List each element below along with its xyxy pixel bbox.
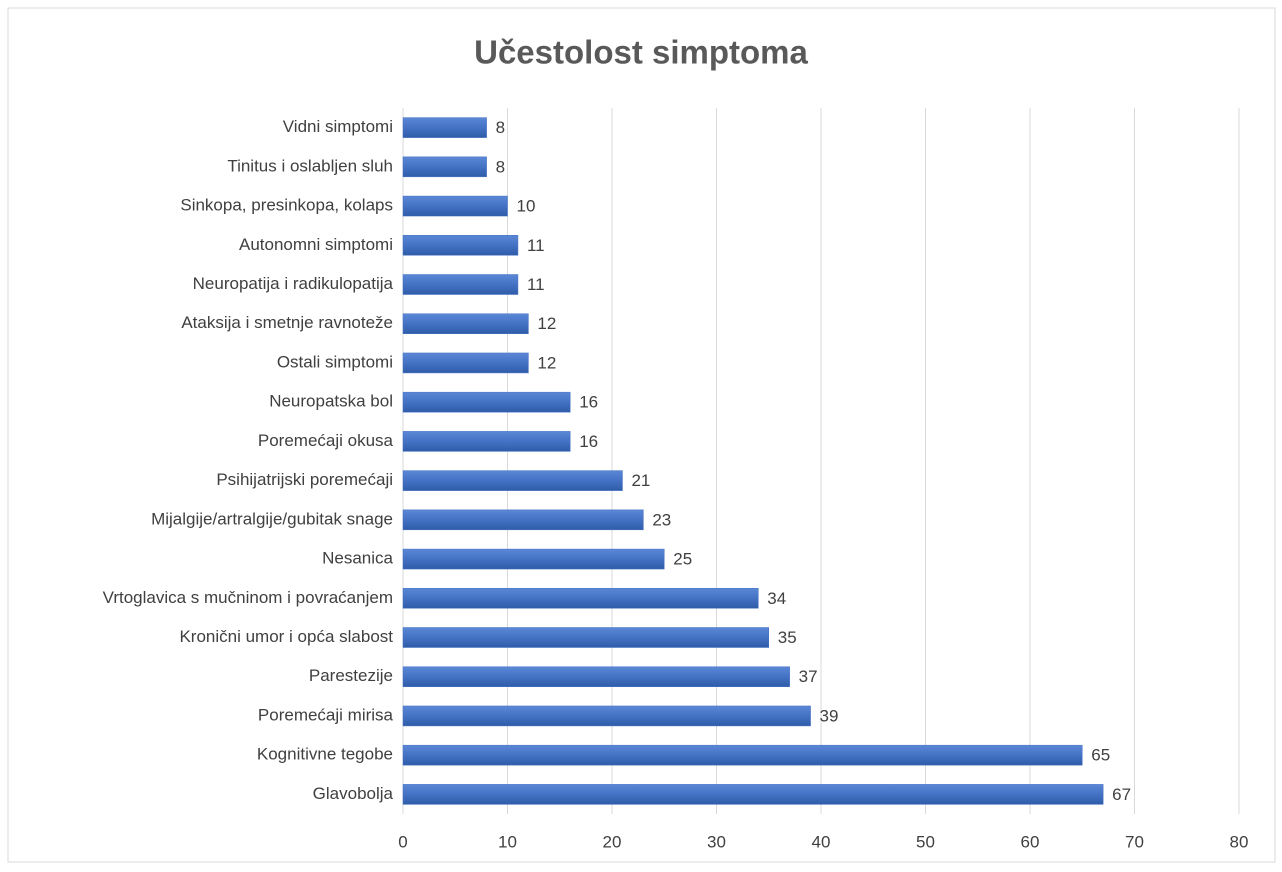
data-label: 12 [537,353,556,372]
bar [402,274,519,295]
y-tick-label: Sinkopa, presinkopa, kolaps [180,196,393,215]
y-tick-label: Glavobolja [313,784,394,803]
bar [402,627,769,648]
x-tick-label: 10 [498,832,517,851]
chart-border [7,7,1276,863]
data-label: 11 [527,275,545,294]
y-tick-label: Poremećaji okusa [258,431,394,450]
x-tick-label: 20 [603,832,622,851]
data-label: 35 [778,628,797,647]
y-tick-label: Neuropatska bol [269,392,393,411]
x-tick-label: 60 [1021,832,1040,851]
data-label: 23 [652,510,671,529]
y-tick-label: Psihijatrijski poremećaji [216,470,393,489]
data-label: 21 [631,471,650,490]
y-tick-label: Parestezije [309,666,393,685]
bar [402,509,644,531]
x-tick-label: 0 [398,832,407,851]
x-tick-label: 70 [1125,832,1144,851]
data-label: 16 [579,432,598,451]
data-label: 34 [767,589,786,608]
x-tick-label: 30 [707,832,726,851]
x-tick-label: 40 [812,832,831,851]
y-tick-label: Vidni simptomi [283,117,393,136]
data-label: 39 [820,706,839,725]
bar [402,195,508,217]
y-tick-label: Tinitus i oslabljen sluh [227,156,393,175]
y-tick-label: Kognitivne tegobe [257,745,393,764]
bar [402,470,623,491]
bar [402,588,759,609]
bar [402,156,487,178]
bar [402,391,571,413]
bar [402,666,790,687]
data-label: 16 [579,393,598,412]
data-label: 8 [496,157,505,176]
y-tick-label: Ostali simptomi [277,352,393,371]
x-tick-label: 50 [916,832,935,851]
data-label: 25 [673,550,692,569]
x-tick-label: 80 [1230,832,1249,851]
data-label: 37 [799,667,818,686]
data-label: 8 [496,118,505,137]
bar [402,235,519,256]
y-tick-label: Mijalgije/artralgije/gubitak snage [151,509,393,528]
bar [402,313,529,334]
bar [402,548,665,570]
bar [402,744,1083,766]
y-tick-label: Autonomni simptomi [239,235,393,254]
data-label: 11 [527,236,545,255]
chart-title: Učestolost simptoma [474,34,808,71]
y-tick-label: Ataksija i smetnje ravnoteže [181,313,393,332]
y-tick-label: Poremećaji mirisa [258,705,394,724]
y-tick-label: Kronični umor i opća slabost [179,627,393,646]
y-tick-label: Nesanica [322,549,393,568]
bar [402,431,571,452]
data-label: 65 [1091,746,1110,765]
bar [402,705,811,727]
data-label: 12 [537,314,556,333]
bar [402,352,529,374]
y-tick-label: Vrtoglavica s mučninom i povraćanjem [103,588,393,607]
bar [402,784,1104,805]
data-label: 67 [1112,785,1131,804]
bar [402,117,487,138]
data-label: 10 [517,197,536,216]
y-tick-label: Neuropatija i radikulopatija [193,274,394,293]
